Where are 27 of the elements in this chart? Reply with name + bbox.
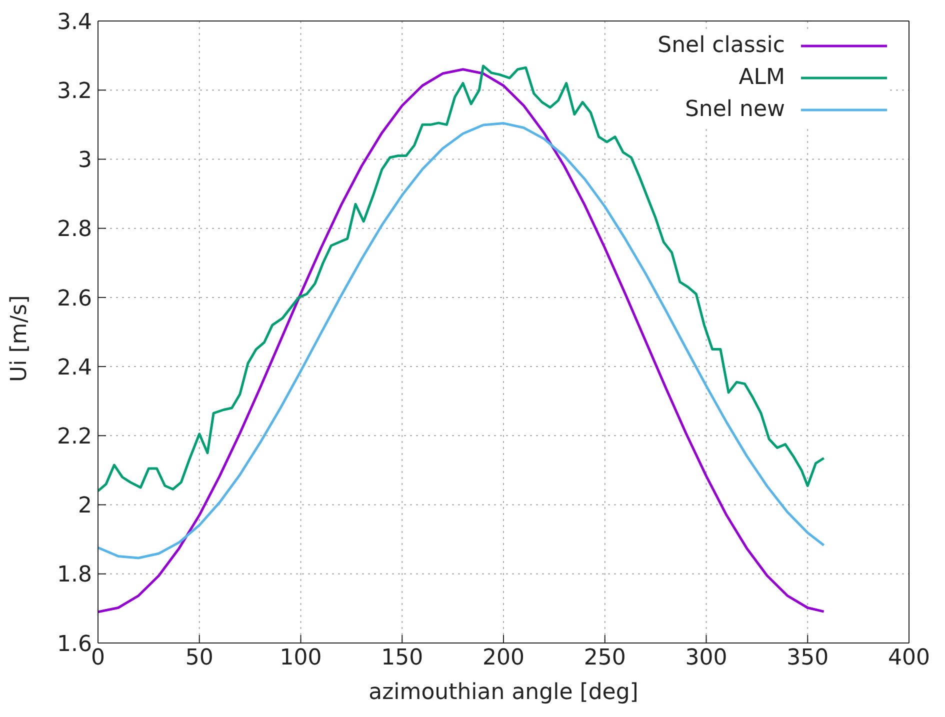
- x-tick-label: 100: [280, 646, 322, 671]
- x-tick-label: 250: [584, 646, 626, 671]
- line-series: [98, 64, 826, 492]
- legend-label: ALM: [738, 64, 785, 92]
- y-tick-label: 2.8: [57, 217, 92, 242]
- x-tick-label: 0: [91, 646, 105, 671]
- y-tick-label: 1.8: [57, 562, 92, 588]
- y-tick-label: 2.2: [57, 424, 92, 450]
- y-axis-title: Ui [m/s]: [6, 295, 32, 382]
- line-series: [98, 68, 826, 614]
- y-tick-label: 3.2: [57, 78, 92, 104]
- legend-label: Snel classic: [658, 32, 785, 60]
- y-tick-label: 1.6: [57, 632, 92, 657]
- y-tick-label: 3.4: [57, 10, 92, 35]
- line-series: [98, 122, 826, 560]
- y-tick-label: 3: [78, 148, 92, 174]
- x-tick-label: 350: [786, 646, 829, 671]
- y-tick-label: 2: [78, 494, 92, 519]
- y-tick-label: 2.4: [57, 355, 92, 380]
- x-tick-label: 200: [482, 646, 524, 671]
- y-tick-label: 2.6: [57, 286, 92, 312]
- x-tick-label: 50: [185, 646, 214, 671]
- legend-label: Snel new: [684, 96, 785, 124]
- x-axis-title: azimouthian angle [deg]: [368, 680, 638, 705]
- x-tick-label: 300: [685, 646, 728, 671]
- x-tick-label: 400: [888, 646, 930, 671]
- x-tick-label: 150: [381, 646, 424, 671]
